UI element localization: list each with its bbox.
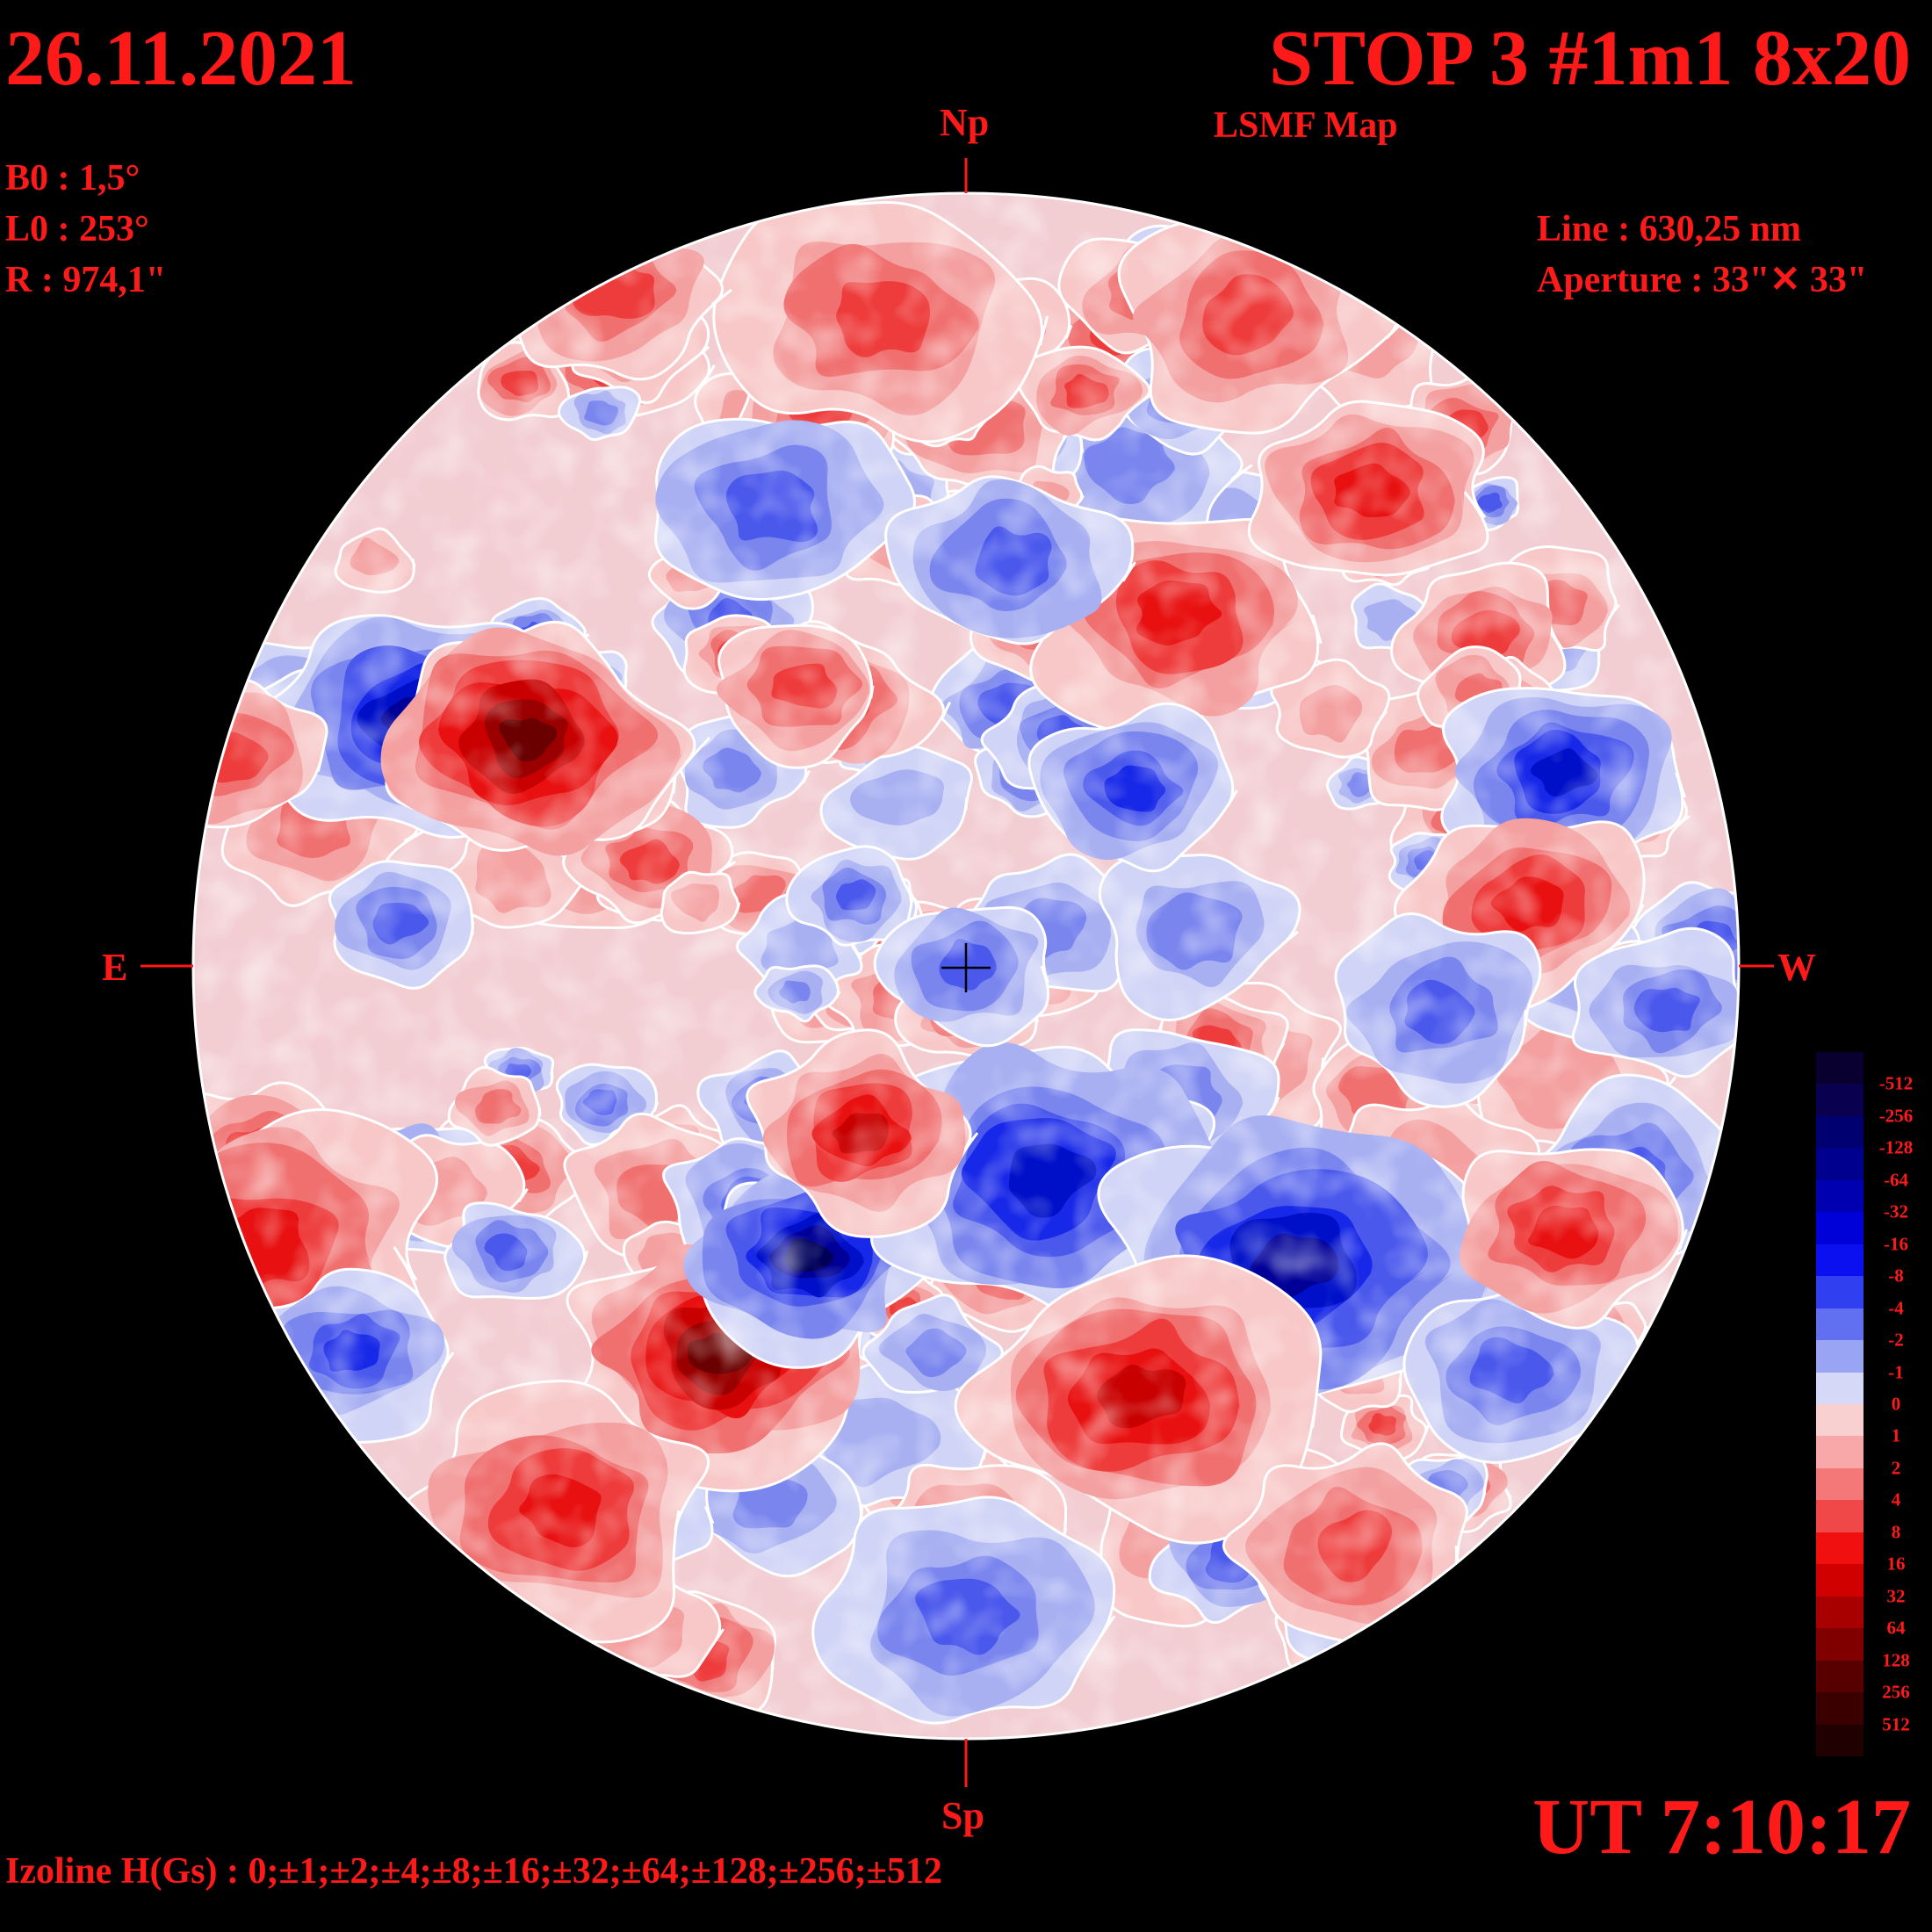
- legend-label: 64: [1886, 1617, 1906, 1639]
- legend-label: 8: [1891, 1521, 1901, 1543]
- izoline-levels: Izoline H(Gs) : 0;±1;±2;±4;±8;±16;±32;±6…: [5, 1851, 942, 1892]
- south-label: Sp: [941, 1794, 984, 1837]
- legend-label: -512: [1878, 1072, 1914, 1094]
- north-label: Np: [940, 101, 990, 144]
- legend-swatch: [1816, 1724, 1864, 1757]
- legend-label: -2: [1888, 1329, 1904, 1351]
- legend-swatch: [1816, 1660, 1864, 1693]
- legend-label: -4: [1888, 1297, 1904, 1319]
- legend-swatch: [1816, 1244, 1864, 1277]
- legend-swatch: [1816, 1115, 1864, 1149]
- ut-time: UT 7:10:17: [1532, 1784, 1911, 1871]
- legend-swatch: [1816, 1467, 1864, 1501]
- west-label: W: [1777, 946, 1816, 989]
- legend-label: 256: [1882, 1681, 1910, 1703]
- legend-label: 1: [1891, 1424, 1901, 1446]
- color-scale-legend: [1816, 1052, 1864, 1757]
- param-r: R : 974,1": [5, 260, 167, 300]
- aperture: Aperture : 33"✕ 33": [1537, 260, 1868, 300]
- legend-swatch: [1816, 1148, 1864, 1181]
- legend-label: 512: [1882, 1713, 1910, 1735]
- legend-label: -128: [1878, 1136, 1914, 1158]
- legend-swatch: [1816, 1628, 1864, 1662]
- legend-swatch: [1816, 1084, 1864, 1117]
- map-title: STOP 3 #1m1 8x20: [1269, 15, 1911, 102]
- legend-label: 128: [1882, 1649, 1910, 1671]
- legend-label: -256: [1878, 1105, 1914, 1127]
- center-crosshair: [941, 943, 991, 992]
- east-label: E: [102, 946, 128, 989]
- solar-disc: [193, 193, 1739, 1739]
- param-l0: L0 : 253°: [5, 209, 149, 249]
- legend-swatch: [1816, 1308, 1864, 1341]
- legend-label: -8: [1888, 1265, 1904, 1287]
- map-subtitle: LSMF Map: [1214, 105, 1398, 146]
- legend-swatch: [1816, 1052, 1864, 1085]
- legend-label: -32: [1884, 1200, 1908, 1222]
- legend-swatch: [1816, 1692, 1864, 1726]
- spectral-line: Line : 630,25 nm: [1537, 209, 1802, 249]
- param-b0: B0 : 1,5°: [5, 158, 141, 198]
- legend-swatch: [1816, 1404, 1864, 1437]
- legend-label: 16: [1886, 1553, 1906, 1575]
- legend-swatch: [1816, 1276, 1864, 1309]
- legend-label: -16: [1884, 1233, 1908, 1255]
- legend-swatch: [1816, 1179, 1864, 1213]
- legend-label: 4: [1891, 1489, 1901, 1510]
- legend-label: 0: [1891, 1393, 1901, 1415]
- legend-swatch: [1816, 1340, 1864, 1373]
- legend-swatch: [1816, 1564, 1864, 1597]
- legend-swatch: [1816, 1532, 1864, 1565]
- legend-label: -64: [1884, 1169, 1908, 1191]
- legend-swatch: [1816, 1436, 1864, 1469]
- legend-label: 2: [1891, 1457, 1901, 1479]
- legend-swatch: [1816, 1212, 1864, 1245]
- legend-label: 32: [1886, 1585, 1906, 1607]
- legend-swatch: [1816, 1596, 1864, 1629]
- legend-swatch: [1816, 1500, 1864, 1533]
- legend-label: -1: [1888, 1361, 1904, 1383]
- observation-date: 26.11.2021: [5, 15, 357, 102]
- legend-swatch: [1816, 1372, 1864, 1405]
